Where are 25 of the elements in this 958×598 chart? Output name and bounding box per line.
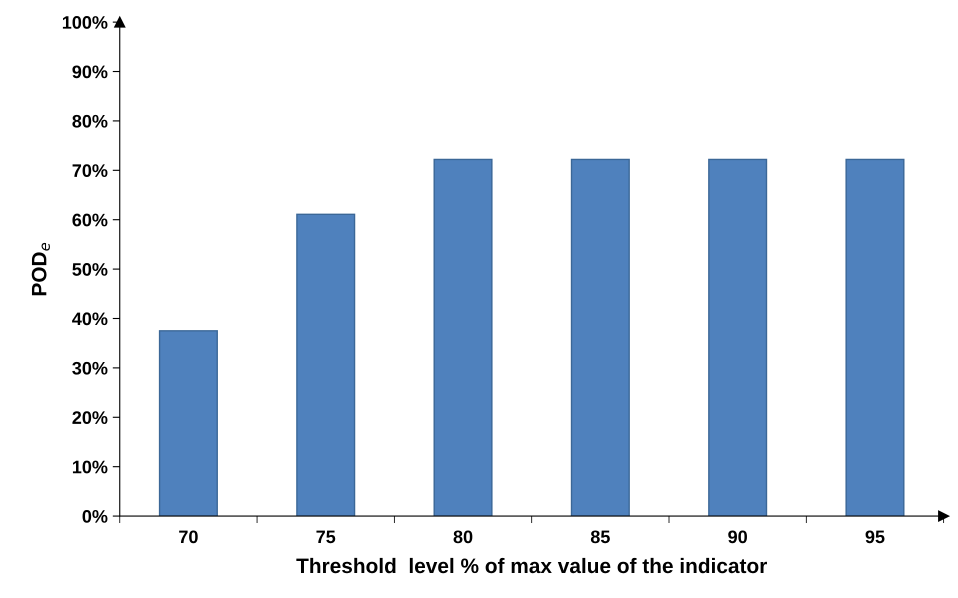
- x-tick-label: 70: [179, 530, 198, 544]
- bar: [845, 158, 905, 516]
- x-tick-label: 85: [590, 530, 610, 544]
- y-axis-title: POD$_{e}$: [32, 242, 50, 296]
- y-tick-label: 60%: [72, 214, 108, 226]
- y-tick-label: 40%: [72, 312, 108, 326]
- bar: [434, 158, 493, 516]
- y-tick-label: 30%: [72, 362, 108, 375]
- y-tick-label: 90%: [72, 65, 108, 78]
- x-axis-title: Threshold level % of max value of the indicator: [296, 558, 767, 574]
- y-tick-label: 50%: [72, 263, 108, 276]
- y-tick-label: 10%: [72, 460, 108, 474]
- x-tick-label: 75: [316, 530, 336, 544]
- y-tick-label: 70%: [72, 164, 108, 178]
- x-tick-label: 95: [866, 530, 885, 544]
- bar: [158, 330, 218, 516]
- x-tick-label: 80: [454, 530, 472, 544]
- bar: [296, 214, 356, 516]
- y-tick-label: 80%: [72, 114, 108, 128]
- y-tick-label: 20%: [72, 411, 108, 424]
- bar: [570, 158, 630, 516]
- bar: [708, 158, 768, 516]
- x-tick-label: 90: [728, 530, 747, 544]
- y-tick-label: 0%: [82, 510, 108, 523]
- y-tick-label: 100%: [62, 16, 108, 29]
